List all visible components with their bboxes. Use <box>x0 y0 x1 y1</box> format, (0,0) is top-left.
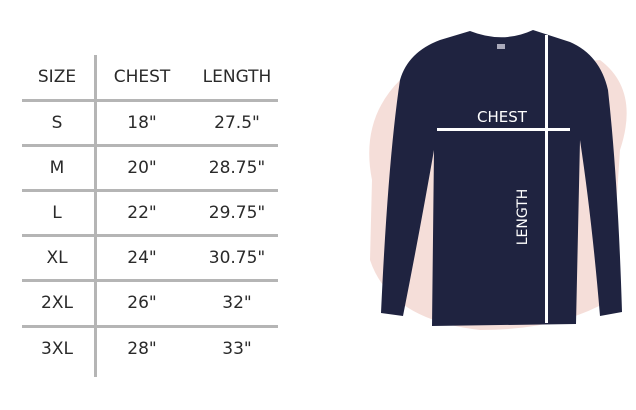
shirt-icon <box>381 30 622 326</box>
cell-size: 3XL <box>41 339 73 359</box>
length-line <box>545 35 548 323</box>
row-divider <box>22 189 278 192</box>
header-size: SIZE <box>37 67 77 87</box>
cell-chest: 28" <box>127 339 157 359</box>
cell-chest: 20" <box>127 158 157 178</box>
row-divider <box>22 99 278 102</box>
row-divider <box>22 144 278 147</box>
row-divider <box>22 279 278 282</box>
cell-chest: 18" <box>127 113 157 133</box>
cell-length: 27.5" <box>214 113 260 133</box>
cell-size: S <box>51 113 63 133</box>
cell-chest: 26" <box>127 293 157 313</box>
shirt-tag <box>497 44 505 49</box>
cell-chest: 22" <box>127 203 157 223</box>
cell-length: 30.75" <box>208 248 266 268</box>
cell-length: 29.75" <box>208 203 266 223</box>
header-length: LENGTH <box>202 67 272 87</box>
cell-length: 32" <box>222 293 252 313</box>
length-label: LENGTH <box>515 189 531 246</box>
row-divider <box>22 325 278 328</box>
cell-size: 2XL <box>41 293 73 313</box>
row-divider <box>22 234 278 237</box>
chest-label: CHEST <box>477 108 528 126</box>
cell-size: M <box>49 158 65 178</box>
cell-length: 33" <box>222 339 252 359</box>
column-divider <box>94 55 97 377</box>
cell-length: 28.75" <box>208 158 266 178</box>
header-chest: CHEST <box>113 67 171 87</box>
chest-line <box>437 128 570 131</box>
cell-size: L <box>52 203 62 223</box>
cell-chest: 24" <box>127 248 157 268</box>
cell-size: XL <box>46 248 68 268</box>
